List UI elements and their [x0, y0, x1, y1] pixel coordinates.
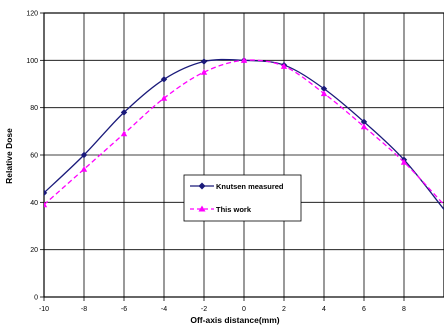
x-tick-label: -10	[39, 306, 49, 313]
y-tick-label: 20	[30, 247, 38, 254]
legend-label-this-work: This work	[216, 205, 252, 214]
data-point-triangle	[400, 158, 408, 165]
data-point-triangle	[360, 123, 368, 130]
data-point-diamond	[80, 151, 88, 159]
legend-entry-this-work: This work	[190, 205, 252, 214]
legend: Knutsen measured This work	[183, 174, 302, 222]
data-point-triangle	[280, 63, 288, 69]
series-layer	[44, 57, 444, 210]
data-point-triangle	[160, 95, 168, 101]
legend-box	[183, 174, 302, 222]
y-tick-label: 0	[34, 295, 38, 302]
x-tick-label: -6	[121, 306, 127, 313]
data-point-diamond	[360, 118, 368, 126]
data-point-diamond	[200, 58, 208, 65]
data-point-diamond	[160, 76, 168, 83]
x-tick-label: 6	[362, 306, 366, 313]
x-axis-title: Off-axis distance(mm)	[190, 315, 279, 325]
x-axis-ticks: -10 -8 -6 -4 -2 0 2 4 6 8	[39, 297, 406, 313]
x-tick-label: 8	[402, 306, 406, 313]
y-tick-label: 60	[30, 153, 38, 160]
x-tick-label: -4	[161, 306, 167, 313]
y-axis-ticks: 0 20 40 60 80 100 120	[26, 11, 44, 302]
y-tick-label: 80	[30, 105, 38, 112]
y-tick-label: 120	[26, 11, 38, 18]
y-tick-label: 100	[26, 58, 38, 65]
data-point-triangle	[320, 90, 328, 97]
data-point-diamond	[320, 85, 328, 92]
data-point-triangle	[44, 201, 48, 208]
y-axis-title: Relative Dose	[4, 128, 14, 184]
x-tick-label: 4	[322, 306, 326, 313]
data-point-triangle	[200, 68, 208, 75]
legend-label-knutsen: Knutsen measured	[216, 182, 284, 191]
y-tick-label: 40	[30, 200, 38, 207]
x-tick-label: 2	[282, 306, 286, 313]
legend-marker-triangle-icon	[198, 205, 206, 212]
legend-marker-diamond-icon	[198, 182, 206, 190]
data-point-triangle	[80, 166, 88, 172]
x-tick-label: 0	[242, 306, 246, 313]
data-point-triangle	[240, 57, 248, 63]
grid-lines	[44, 13, 444, 297]
x-tick-label: -8	[81, 306, 87, 313]
x-tick-label: -2	[201, 306, 207, 313]
legend-entry-knutsen: Knutsen measured	[190, 182, 284, 191]
series-1	[44, 57, 444, 208]
data-point-diamond	[44, 189, 48, 197]
data-point-triangle	[120, 130, 128, 137]
data-point-diamond	[120, 109, 128, 116]
